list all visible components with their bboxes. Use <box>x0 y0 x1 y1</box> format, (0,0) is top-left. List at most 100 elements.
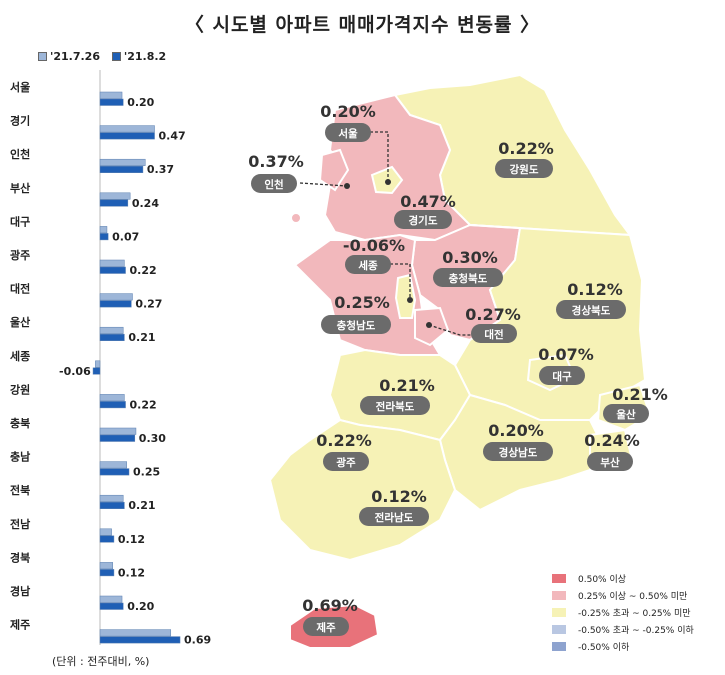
category-label: 전북 <box>10 483 30 497</box>
category-label: 충북 <box>10 416 30 430</box>
region-name-pill <box>360 396 430 415</box>
region-name-pill <box>433 268 503 287</box>
bar-this-week <box>99 300 132 308</box>
region-name-label: 부산 <box>600 456 620 469</box>
region-name-pill <box>603 404 649 423</box>
map-legend-row-2: -0.25% 초과 ~ 0.25% 미만 <box>552 604 694 621</box>
region-sejong <box>394 273 417 319</box>
dot-seoul <box>385 179 391 185</box>
region-name-label: 제주 <box>316 621 336 634</box>
legend-label-prev: '21.7.26 <box>50 50 100 63</box>
region-value-label: 0.25% <box>334 293 390 312</box>
region-name-label: 충청북도 <box>449 272 488 285</box>
region-name-pill <box>321 315 391 334</box>
region-name-pill <box>345 255 391 274</box>
category-label: 경기 <box>10 114 30 128</box>
bar-chart: 서울 0.20 경기 0.47 인천 0.37 부산 0.24 대구 0.07 광주 0.22 대전 0.… <box>10 70 211 647</box>
category-label: 울산 <box>10 315 30 329</box>
bar-prev-week <box>99 394 125 402</box>
bar-this-week <box>99 434 136 442</box>
bar-prev-week <box>99 427 137 435</box>
region-name-pill <box>587 452 633 471</box>
value-label: 0.24 <box>132 197 159 210</box>
value-label: 0.22 <box>130 398 157 411</box>
region-name-label: 경기도 <box>409 214 438 227</box>
region-name-label: 전라북도 <box>376 400 415 413</box>
region-name-pill <box>303 617 349 636</box>
map-legend-label-1: 0.25% 이상 ~ 0.50% 미만 <box>578 592 688 602</box>
bar-this-week <box>99 98 124 106</box>
category-label: 대구 <box>10 214 30 228</box>
category-label: 제주 <box>10 618 30 632</box>
page-title: 〈 시도별 아파트 매매가격지수 변동률 〉 <box>184 14 541 36</box>
region-value-label: 0.27% <box>465 305 521 324</box>
bar-this-week <box>99 535 115 543</box>
leader-sejong <box>390 263 411 300</box>
category-label: 충남 <box>10 450 30 464</box>
value-label: 0.22 <box>130 264 157 277</box>
bar-this-week <box>99 636 181 644</box>
map-legend-label-0: 0.50% 이상 <box>578 575 627 585</box>
bar-this-week <box>99 333 125 341</box>
region-name-label: 광주 <box>336 457 356 469</box>
region-name-pill <box>359 507 429 526</box>
map-legend-swatch-1 <box>552 591 566 600</box>
category-label: 광주 <box>10 249 30 262</box>
bar-this-week <box>99 199 129 207</box>
bar-prev-week <box>99 494 124 502</box>
region-name-pill <box>539 366 585 385</box>
bar-this-week <box>99 569 115 577</box>
map-leaders <box>299 131 478 336</box>
leader-daejeon <box>428 324 478 336</box>
region-value-label: 0.21% <box>379 376 435 395</box>
legend-label-current: '21.8.2 <box>123 50 167 63</box>
region-value-label: 0.37% <box>248 152 304 171</box>
map-legend-swatch-4 <box>552 642 566 651</box>
region-name-pill <box>495 159 553 178</box>
value-label: 0.47 <box>159 130 186 143</box>
bar-this-week <box>99 165 144 173</box>
region-name-label: 인천 <box>264 178 283 191</box>
value-label: 0.07 <box>112 230 139 243</box>
value-label: 0.12 <box>118 533 145 546</box>
map-legend-swatch-0 <box>552 574 566 583</box>
value-label: 0.37 <box>147 163 174 176</box>
region-value-label: 0.69% <box>302 596 358 615</box>
region-value-label: 0.12% <box>567 280 623 299</box>
category-label: 서울 <box>10 80 30 94</box>
region-value-label: 0.21% <box>612 385 668 404</box>
region-name-label: 울산 <box>616 408 636 421</box>
bar-this-week <box>99 132 155 140</box>
value-label: 0.20 <box>127 96 154 109</box>
value-label: 0.21 <box>128 331 155 344</box>
unit-note: (단위 : 전주대비, %) <box>52 655 150 668</box>
region-name-pill <box>471 324 517 343</box>
map-legend-label-3: -0.50% 초과 ~ -0.25% 이하 <box>578 626 694 636</box>
category-label: 대전 <box>10 282 30 296</box>
region-name-label: 서울 <box>338 127 358 140</box>
bar-prev-week <box>99 91 123 99</box>
bar-prev-week <box>95 360 101 368</box>
island-west <box>290 212 302 224</box>
region-name-pill <box>251 174 297 193</box>
legend-swatch-prev <box>38 52 47 61</box>
region-value-label: 0.24% <box>584 431 640 450</box>
region-value-label: -0.06% <box>343 236 405 255</box>
dot-daejeon <box>426 322 432 328</box>
region-value-label: 0.20% <box>488 421 544 440</box>
map-legend-row-0: 0.50% 이상 <box>552 570 694 587</box>
region-name-label: 충청남도 <box>337 319 376 332</box>
map-legend-row-4: -0.50% 이하 <box>552 638 694 655</box>
bar-prev-week <box>99 562 114 570</box>
value-label: 0.12 <box>118 566 145 579</box>
bar-prev-week <box>99 461 127 469</box>
region-name-label: 대구 <box>552 370 572 383</box>
bar-this-week <box>99 266 126 274</box>
map-legend-row-3: -0.50% 초과 ~ -0.25% 이하 <box>552 621 694 638</box>
value-label: 0.20 <box>127 600 154 613</box>
leader-incheon <box>299 182 348 187</box>
value-label: 0.30 <box>139 432 166 445</box>
region-name-pill <box>325 123 371 142</box>
bar-this-week <box>99 501 125 509</box>
category-label: 강원 <box>10 382 30 396</box>
